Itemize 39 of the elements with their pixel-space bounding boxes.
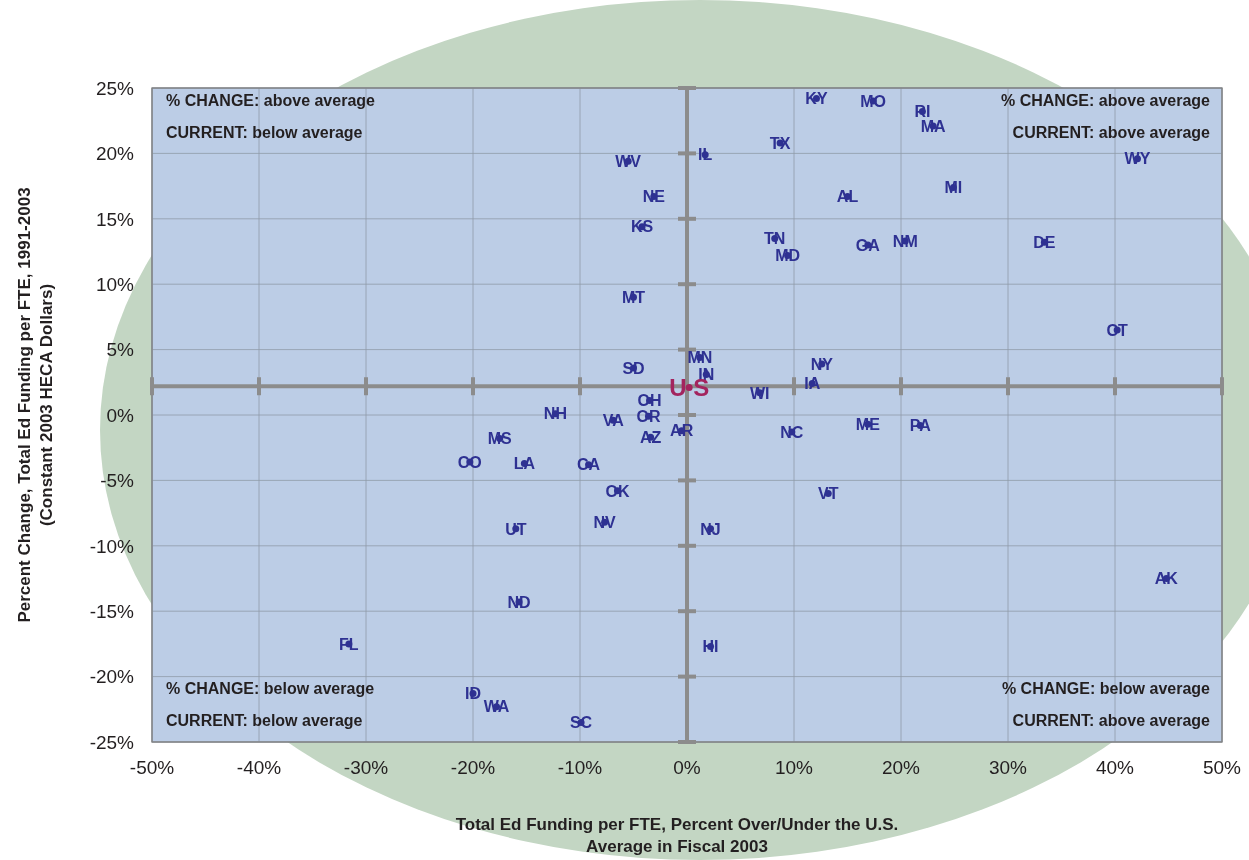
annotation: CURRENT: below average bbox=[166, 712, 363, 729]
annotation: CURRENT: above average bbox=[1012, 712, 1211, 729]
x-tick-label: 40% bbox=[1095, 757, 1135, 778]
data-label: GA bbox=[855, 236, 881, 254]
annotation: CURRENT: above average bbox=[1012, 124, 1211, 141]
x-tick-label: 30% bbox=[988, 757, 1028, 778]
annotation: % CHANGE: above average bbox=[1001, 92, 1211, 109]
data-label: KY bbox=[805, 90, 828, 108]
data-label: TX bbox=[769, 134, 791, 152]
x-tick-label: -20% bbox=[450, 757, 496, 778]
y-tick-label: -20% bbox=[89, 666, 135, 688]
x-tick-label: -30% bbox=[343, 757, 389, 778]
annotation: % CHANGE: below average bbox=[166, 680, 375, 697]
y-tick-label: 25% bbox=[95, 77, 135, 99]
y-tick-label: -5% bbox=[100, 470, 135, 492]
y-axis-title: Percent Change, Total Ed Funding per FTE, 1991-2003 (Constant 2003 HECA Dollars) bbox=[15, 187, 56, 623]
y-tick-label: 15% bbox=[95, 208, 135, 230]
annotation: CURRENT: below average bbox=[166, 124, 363, 141]
x-tick-label: 10% bbox=[774, 757, 814, 778]
annotation: % CHANGE: below average bbox=[1001, 680, 1211, 697]
y-tick-label: 10% bbox=[95, 274, 135, 296]
y-tick-label: -25% bbox=[89, 731, 135, 753]
x-tick-label: -10% bbox=[557, 757, 603, 778]
x-tick-label: -50% bbox=[129, 757, 175, 778]
annotation: % CHANGE: above average bbox=[166, 92, 376, 109]
y-tick-label: 20% bbox=[95, 143, 135, 165]
data-label: CA bbox=[577, 456, 601, 474]
y-tick-label: -15% bbox=[89, 601, 135, 623]
y-tick-label: -10% bbox=[89, 535, 135, 557]
point bbox=[685, 384, 693, 392]
data-label: KS bbox=[630, 218, 654, 236]
x-tick-label: 20% bbox=[881, 757, 921, 778]
x-tick-label: 0% bbox=[673, 757, 701, 778]
data-label: CT bbox=[1106, 321, 1129, 339]
y-tick-label: 5% bbox=[106, 339, 135, 361]
y-tick-label: 0% bbox=[106, 404, 135, 426]
x-tick-label: 50% bbox=[1202, 757, 1242, 778]
x-axis-title: Total Ed Funding per FTE, Percent Over/Under the U.S. Average in Fiscal 2003 bbox=[455, 815, 899, 856]
x-tick-label: -40% bbox=[236, 757, 282, 778]
